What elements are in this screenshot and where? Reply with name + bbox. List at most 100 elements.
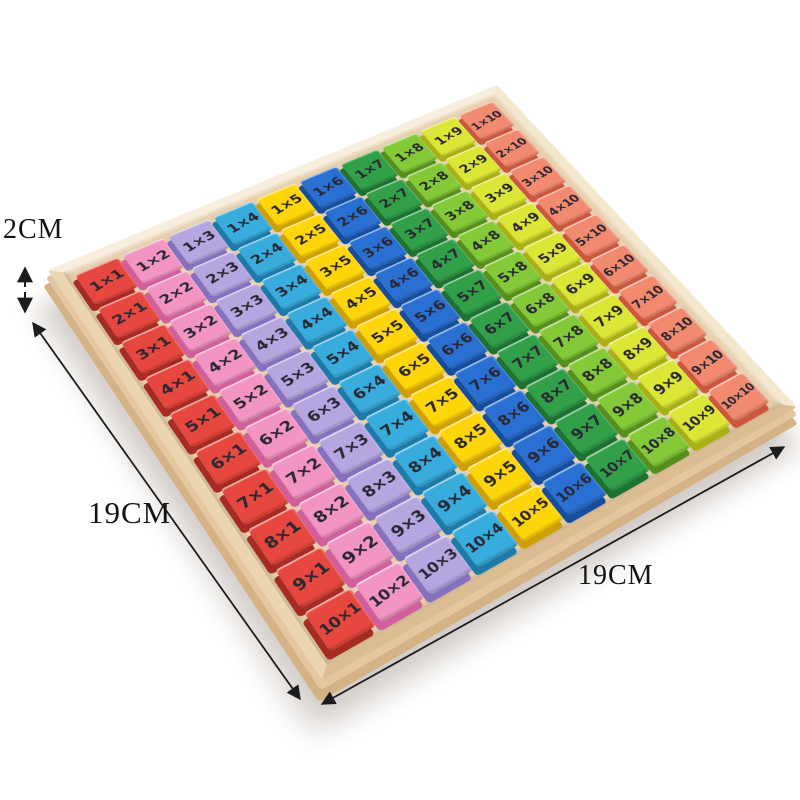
block-label: 8×1	[260, 518, 305, 554]
block-label: 3×10	[519, 163, 557, 189]
block-label: 10×9	[679, 402, 720, 434]
block-label: 6×4	[349, 373, 390, 404]
block-label: 9×3	[387, 507, 430, 542]
block-label: 10×7	[596, 447, 638, 481]
block-label: 8×3	[358, 468, 401, 502]
block-label: 9×9	[649, 369, 687, 399]
block-label: 2×6	[334, 204, 372, 230]
block-label: 3×5	[316, 253, 355, 280]
block-label: 7×2	[282, 455, 325, 489]
block-label: 8×9	[619, 335, 657, 364]
block-label: 2×1	[108, 300, 150, 329]
block-label: 1×9	[431, 125, 466, 148]
block-label: 6×8	[522, 290, 560, 318]
block-label: 5×9	[534, 240, 571, 266]
block-label: 5×5	[367, 318, 407, 347]
block-label: 1×3	[179, 228, 219, 255]
block-label: 8×6	[494, 399, 534, 430]
block-label: 2×2	[156, 279, 197, 307]
block-label: 4×8	[468, 228, 505, 254]
block-label: 7×5	[422, 386, 463, 417]
block-label: 4×2	[204, 347, 246, 377]
block-label: 5×6	[411, 298, 450, 326]
block-label: 7×4	[377, 408, 418, 440]
block-label: 5×3	[277, 360, 318, 391]
block-grid: 1×1 1×2 1×3 1×4 1×5 1×6 1×7 1×8 1×9 1×10 2×1 2×2 2×3…	[63, 94, 783, 665]
block-label: 9×2	[338, 532, 382, 568]
bottom-dimension-label: 19CM	[578, 560, 654, 592]
block-label: 1×5	[267, 192, 305, 218]
block-label: 2×3	[202, 260, 242, 288]
block-label: 8×5	[450, 421, 491, 453]
block-label: 6×1	[206, 441, 250, 474]
block-label: 9×6	[524, 435, 564, 467]
block-label: 8×4	[405, 445, 447, 478]
block-label: 1×10	[468, 108, 505, 132]
block-label: 10×10	[719, 381, 758, 412]
block-label: 5×2	[230, 382, 272, 413]
block-label: 6×5	[394, 351, 434, 381]
block-label: 6×2	[255, 418, 298, 450]
block-label: 4×7	[427, 247, 465, 274]
block-label: 3×4	[272, 272, 312, 300]
block-label: 1×6	[310, 174, 348, 199]
block-label: 9×8	[609, 390, 648, 421]
block-label: 2×5	[291, 222, 330, 248]
block-label: 3×3	[227, 292, 268, 321]
block-label: 4×1	[156, 368, 199, 399]
block-label: 4×4	[297, 305, 337, 334]
block-label: 6×6	[438, 330, 477, 359]
block-label: 4×9	[507, 210, 543, 236]
block-label: 2×9	[456, 152, 492, 176]
block-label: 10×1	[315, 599, 364, 639]
block-label: 2×10	[493, 136, 530, 161]
block-label: 10×6	[552, 471, 595, 506]
block-label: 10×5	[508, 495, 553, 531]
block-label: 7×10	[628, 283, 667, 312]
block-label: 6×9	[562, 271, 599, 298]
block-label: 10×8	[638, 424, 679, 457]
block-label: 1×8	[392, 141, 428, 165]
block-label: 3×1	[132, 333, 174, 363]
block-label: 10×3	[415, 545, 462, 583]
block-label: 9×5	[479, 458, 520, 491]
block-label: 2×7	[376, 186, 413, 211]
block-label: 6×7	[480, 310, 518, 339]
block-label: 2×4	[247, 241, 286, 268]
multiplication-board: 1×1 1×2 1×3 1×4 1×5 1×6 1×7 1×8 1×9 1×10 2×1 2×2 2×3…	[48, 85, 797, 680]
block-label: 10×4	[462, 520, 508, 557]
block-label: 3×6	[359, 234, 397, 261]
block-label: 8×7	[537, 377, 576, 407]
block-label: 8×10	[658, 314, 697, 344]
thickness-label: 2CM	[3, 214, 64, 246]
block-label: 6×3	[303, 395, 345, 427]
block-label: 7×1	[233, 479, 277, 513]
block-label: 9×10	[688, 347, 727, 378]
block-label: 5×8	[494, 259, 531, 286]
block-label: 7×3	[330, 431, 372, 464]
block-label: 7×9	[590, 303, 627, 331]
block-label: 3×8	[442, 198, 479, 223]
product-photo: 1×1 1×2 1×3 1×4 1×5 1×6 1×7 1×8 1×9 1×10 2×1 2×2 2×3…	[0, 0, 800, 800]
block-label: 3×9	[481, 181, 517, 206]
block-label: 6×10	[600, 252, 639, 280]
block-label: 4×10	[545, 192, 583, 218]
block-label: 1×2	[133, 247, 174, 275]
block-label: 1×1	[86, 267, 128, 295]
block-label: 8×8	[579, 356, 617, 386]
left-dimension-label: 19CM	[88, 495, 171, 531]
block-label: 5×1	[181, 404, 224, 436]
block-label: 10×2	[366, 572, 414, 611]
block-label: 7×6	[466, 364, 506, 394]
block-label: 8×2	[310, 493, 354, 528]
block-label: 7×8	[550, 323, 588, 352]
block-label: 9×1	[288, 558, 333, 595]
block-label: 5×7	[453, 278, 491, 306]
block-label: 1×7	[351, 157, 388, 182]
block-label: 2×8	[416, 169, 452, 194]
block-label: 5×10	[572, 222, 610, 249]
block-label: 4×6	[385, 266, 424, 294]
block-label: 4×3	[251, 325, 292, 355]
block-label: 9×7	[567, 412, 607, 443]
block-label: 4×5	[341, 285, 380, 313]
